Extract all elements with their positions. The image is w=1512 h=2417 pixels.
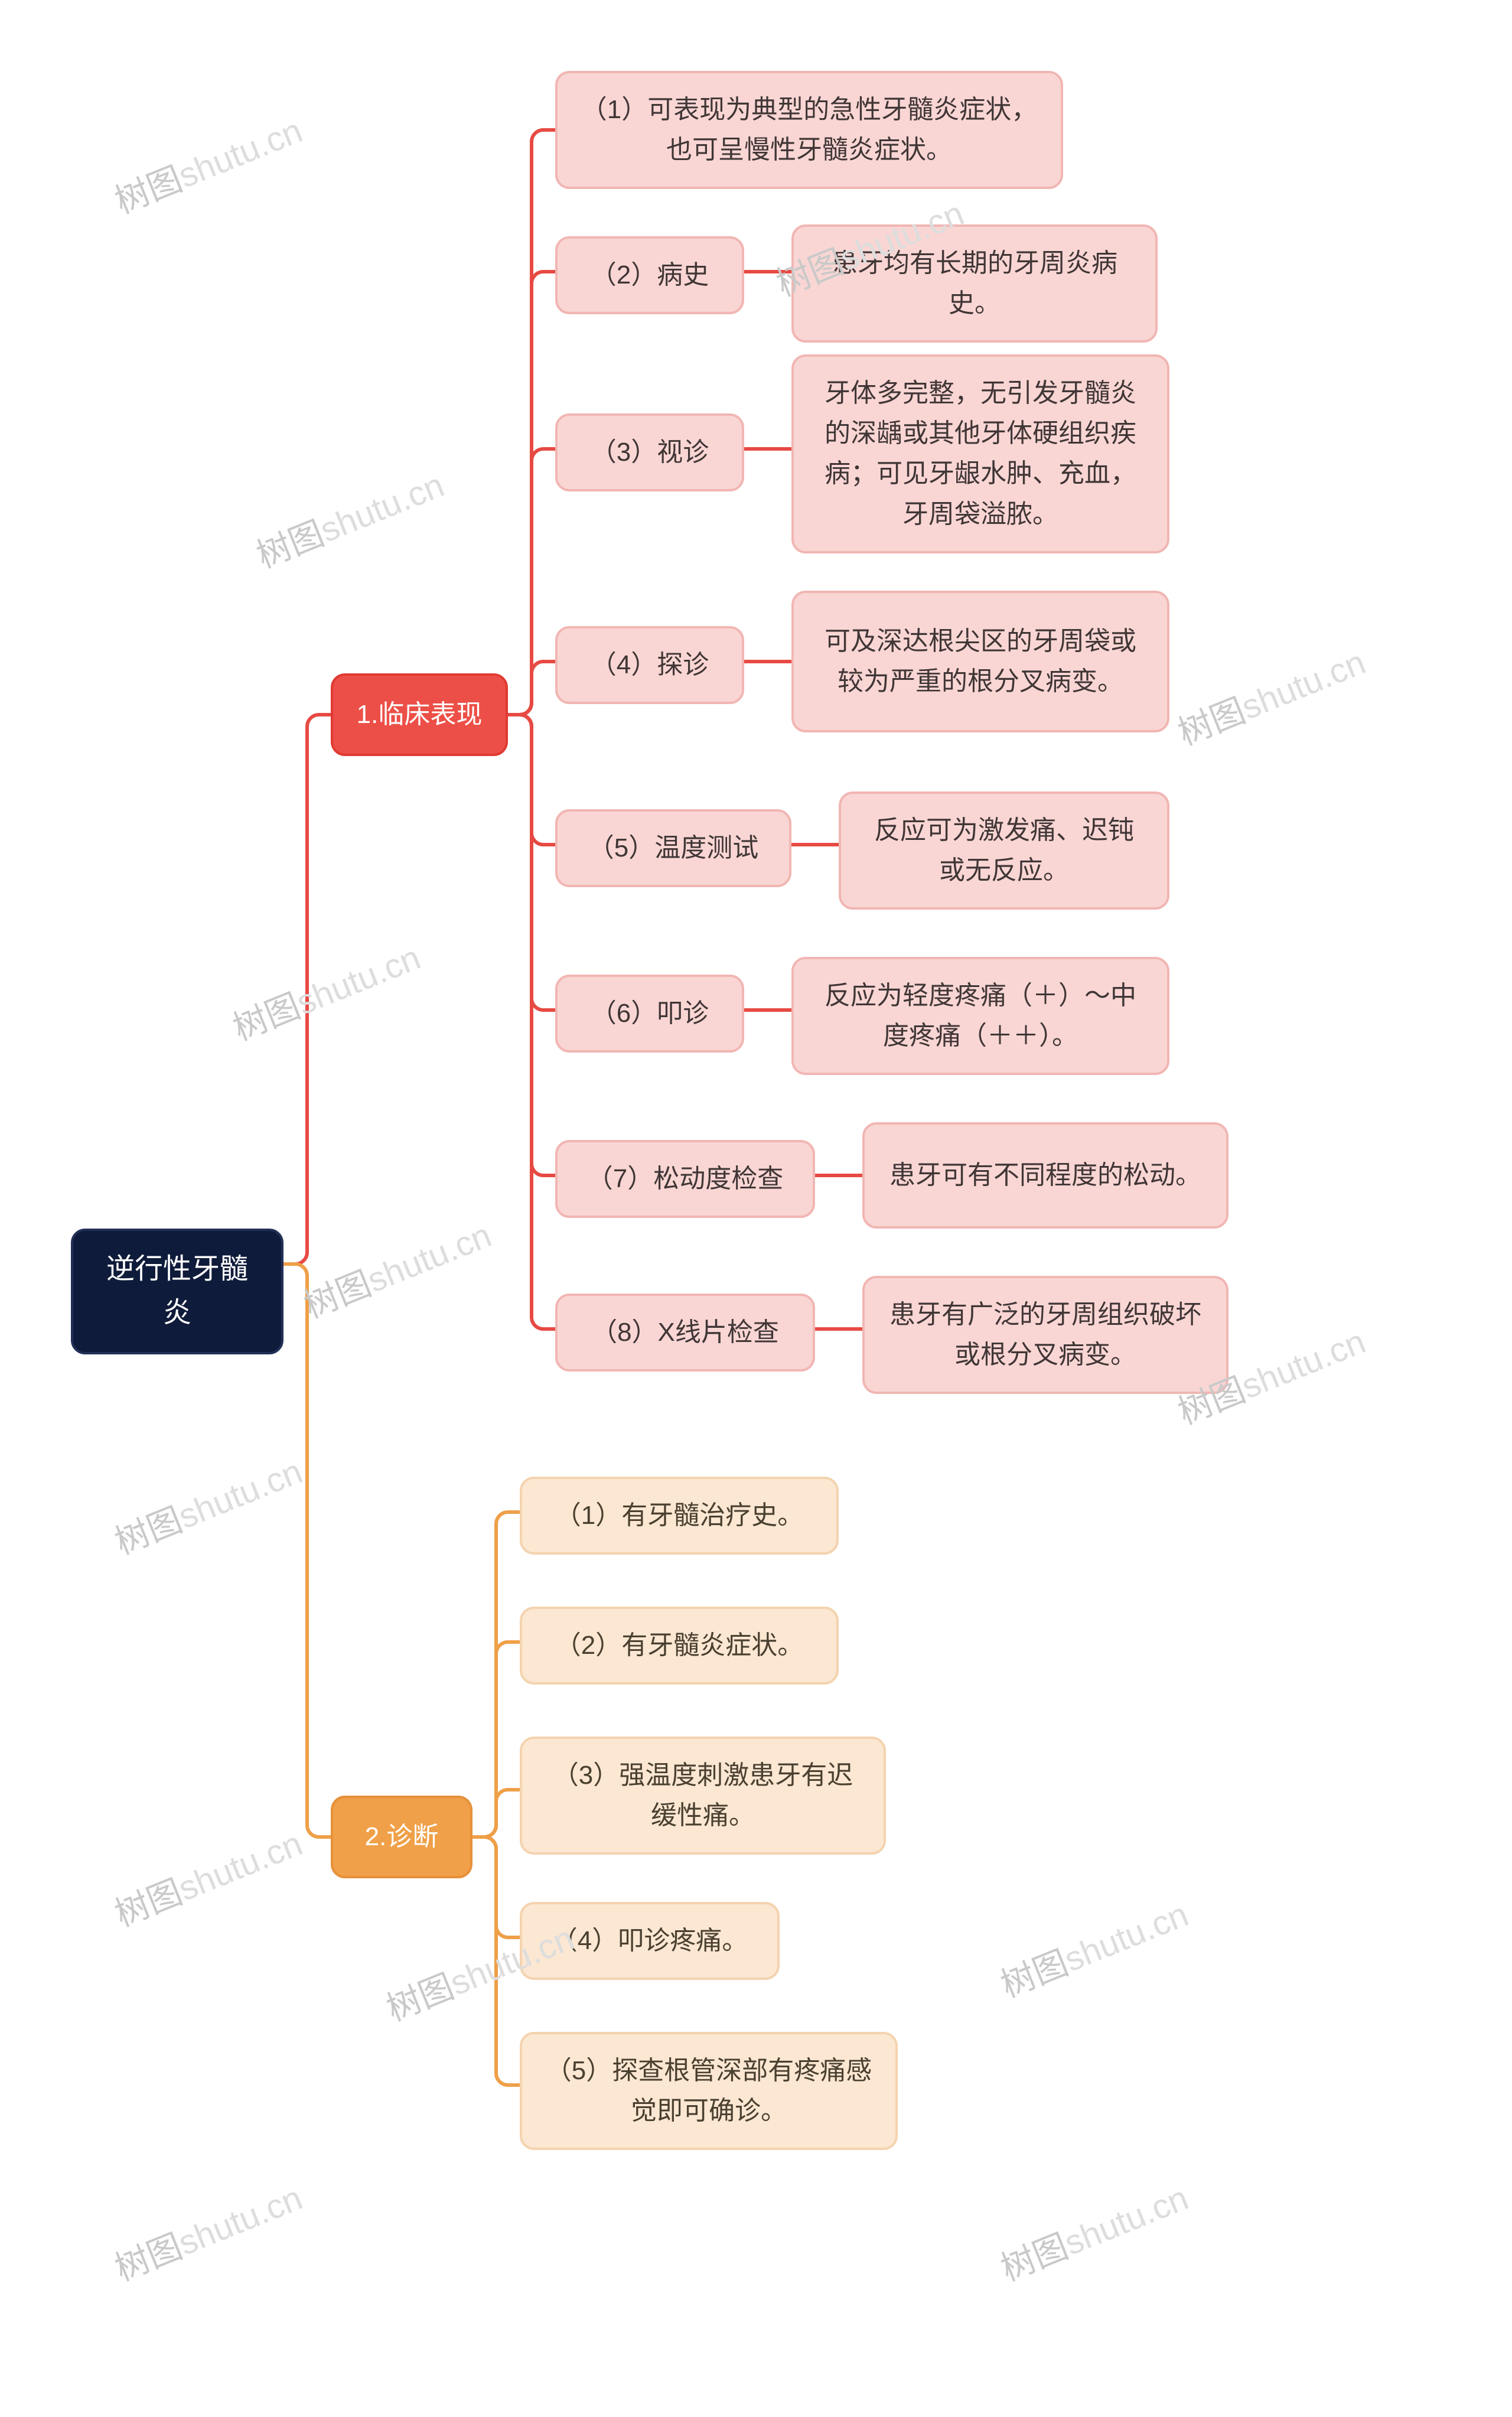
watermark-cn: 树图: [106, 1865, 188, 1936]
watermark: 树图 shutu.cn: [248, 457, 450, 577]
branch-0-leaf-2-child: 牙体多完整，无引发牙髓炎的深龋或其他牙体硬组织疾病；可见牙龈水肿、充血，牙周袋溢…: [791, 354, 1169, 553]
branch-0-leaf-2-child-label: 牙体多完整，无引发牙髓炎的深龋或其他牙体硬组织疾病；可见牙龈水肿、充血，牙周袋溢…: [815, 373, 1146, 535]
watermark-en: shutu.cn: [173, 2178, 308, 2263]
branch-0-leaf-4-child: 反应可为激发痛、迟钝或无反应。: [839, 791, 1169, 910]
connector: [472, 1837, 520, 2085]
branch-1-leaf-4-label: （5）探查根管深部有疼痛感觉即可确诊。: [543, 2051, 874, 2131]
branch-0-leaf-3: （4）探诊: [555, 626, 744, 704]
branch-0-leaf-3-label: （4）探诊: [591, 645, 709, 685]
watermark: 树图 shutu.cn: [224, 930, 426, 1050]
branch-0-leaf-1-child-label: 患牙均有长期的牙周炎病史。: [815, 243, 1134, 324]
mindmap-canvas: 逆行性牙髓炎 1.临床表现 （1）可表现为典型的急性牙髓炎症状，也可呈慢性牙髓炎症状…: [0, 0, 1512, 2417]
watermark-en: shutu.cn: [291, 937, 426, 1022]
branch-0-leaf-7-child-label: 患牙有广泛的牙周组织破坏或根分叉病变。: [886, 1295, 1205, 1375]
branch-0-leaf-7: （8）X线片检查: [555, 1294, 815, 1372]
connector: [508, 715, 555, 1175]
branch-0-leaf-5-label: （6）叩诊: [591, 993, 709, 1034]
branch-0-node: 1.临床表现: [331, 673, 508, 756]
watermark-cn: 树图: [992, 1936, 1074, 2007]
watermark-cn: 树图: [295, 1256, 377, 1328]
connector: [284, 1264, 331, 1837]
connector: [508, 715, 555, 845]
root-node: 逆行性牙髓炎: [71, 1229, 284, 1354]
connector: [508, 272, 555, 715]
connector: [508, 715, 555, 1010]
watermark-en: shutu.cn: [1236, 1321, 1371, 1406]
root-node-label: 逆行性牙髓炎: [94, 1247, 260, 1335]
branch-0-node-label: 1.临床表现: [357, 695, 483, 735]
branch-0-leaf-0-label: （1）可表现为典型的急性牙髓炎症状，也可呈慢性牙髓炎症状。: [579, 90, 1040, 170]
watermark-en: shutu.cn: [173, 110, 308, 196]
watermark-cn: 树图: [1169, 683, 1252, 755]
branch-0-leaf-6-label: （7）松动度检查: [587, 1159, 783, 1199]
connector: [472, 1512, 520, 1837]
branch-0-leaf-2: （3）视诊: [555, 413, 744, 491]
watermark-en: shutu.cn: [173, 1451, 308, 1536]
branch-1-leaf-2: （3）强温度刺激患牙有迟缓性痛。: [520, 1737, 886, 1855]
branch-0-leaf-5-child-label: 反应为轻度疼痛（＋）～中度疼痛（＋＋）。: [815, 976, 1146, 1056]
connector: [508, 130, 555, 715]
branch-0-leaf-7-child: 患牙有广泛的牙周组织破坏或根分叉病变。: [862, 1276, 1228, 1394]
branch-1-leaf-0-label: （1）有牙髓治疗史。: [555, 1496, 803, 1536]
branch-0-leaf-6-child-label: 患牙可有不同程度的松动。: [889, 1155, 1201, 1196]
branch-0-leaf-5-child: 反应为轻度疼痛（＋）～中度疼痛（＋＋）。: [791, 957, 1169, 1075]
branch-0-leaf-3-child-label: 可及深达根尖区的牙周袋或较为严重的根分叉病变。: [815, 621, 1146, 702]
watermark: 树图 shutu.cn: [106, 103, 308, 223]
watermark: 树图 shutu.cn: [992, 1887, 1194, 2006]
connector: [284, 715, 331, 1264]
branch-0-leaf-1: （2）病史: [555, 236, 744, 314]
branch-1-leaf-2-label: （3）强温度刺激患牙有迟缓性痛。: [543, 1755, 862, 1836]
watermark-cn: 树图: [992, 2219, 1074, 2291]
branch-1-leaf-1: （2）有牙髓炎症状。: [520, 1607, 839, 1685]
watermark-en: shutu.cn: [1059, 1894, 1194, 1979]
branch-0-leaf-3-child: 可及深达根尖区的牙周袋或较为严重的根分叉病变。: [791, 591, 1169, 732]
branch-0-leaf-5: （6）叩诊: [555, 975, 744, 1053]
branch-0-leaf-4-label: （5）温度测试: [588, 828, 758, 868]
connector: [472, 1837, 520, 1937]
watermark-en: shutu.cn: [362, 1215, 497, 1300]
branch-0-leaf-1-child: 患牙均有长期的牙周炎病史。: [791, 224, 1158, 343]
branch-1-leaf-1-label: （2）有牙髓炎症状。: [555, 1626, 803, 1666]
watermark-cn: 树图: [248, 506, 330, 578]
branch-0-leaf-1-label: （2）病史: [591, 255, 709, 295]
watermark: 树图 shutu.cn: [106, 1444, 308, 1563]
watermark: 树图 shutu.cn: [1169, 634, 1371, 754]
watermark-cn: 树图: [378, 1959, 460, 2031]
watermark-en: shutu.cn: [173, 1823, 308, 1908]
connector: [508, 449, 555, 715]
watermark-cn: 树图: [106, 2219, 188, 2291]
watermark: 树图 shutu.cn: [295, 1207, 497, 1327]
branch-1-leaf-3: （4）叩诊疼痛。: [520, 1902, 780, 1980]
watermark-cn: 树图: [224, 979, 307, 1050]
connector: [472, 1642, 520, 1837]
watermark: 树图 shutu.cn: [106, 2170, 308, 2290]
watermark-en: shutu.cn: [315, 465, 449, 550]
watermark-en: shutu.cn: [1059, 2178, 1194, 2263]
watermark-cn: 树图: [106, 1493, 188, 1564]
connector: [472, 1790, 520, 1837]
watermark: 树图 shutu.cn: [106, 1816, 308, 1936]
branch-0-leaf-0: （1）可表现为典型的急性牙髓炎症状，也可呈慢性牙髓炎症状。: [555, 71, 1063, 189]
branch-1-node: 2.诊断: [331, 1796, 472, 1878]
branch-0-leaf-4: （5）温度测试: [555, 809, 791, 887]
branch-0-leaf-2-label: （3）视诊: [591, 432, 709, 473]
connector: [508, 715, 555, 1329]
branch-0-leaf-6-child: 患牙可有不同程度的松动。: [862, 1122, 1228, 1229]
watermark-en: shutu.cn: [1236, 642, 1371, 727]
branch-1-leaf-0: （1）有牙髓治疗史。: [520, 1477, 839, 1555]
branch-0-leaf-6: （7）松动度检查: [555, 1140, 815, 1218]
branch-0-leaf-4-child-label: 反应可为激发痛、迟钝或无反应。: [862, 810, 1146, 891]
branch-1-node-label: 2.诊断: [365, 1817, 439, 1857]
branch-1-leaf-4: （5）探查根管深部有疼痛感觉即可确诊。: [520, 2032, 898, 2150]
watermark: 树图 shutu.cn: [992, 2170, 1194, 2290]
branch-0-leaf-7-label: （8）X线片检查: [591, 1312, 779, 1353]
branch-1-leaf-3-label: （4）叩诊疼痛。: [552, 1921, 748, 1961]
watermark-cn: 树图: [106, 152, 188, 223]
connector: [508, 662, 555, 715]
